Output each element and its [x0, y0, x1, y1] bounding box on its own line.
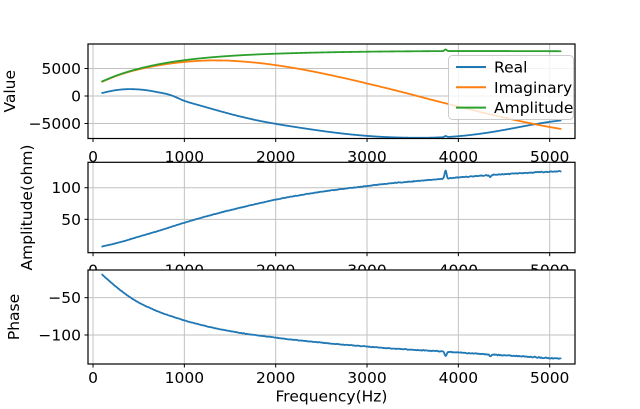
y-axis-label: Value — [1, 70, 19, 113]
axes-frame — [87, 269, 576, 365]
x-tick-label: 2000 — [256, 148, 295, 166]
axes-frame — [87, 161, 576, 254]
y-axis-label: Phase — [5, 294, 23, 340]
axes-frame — [87, 43, 576, 140]
legend-entry-amplitude: Amplitude — [456, 99, 573, 117]
legend: Real Imaginary Amplitude — [448, 55, 574, 120]
series-real-line — [101, 88, 562, 139]
x-tick-label: 3000 — [347, 148, 386, 166]
legend-label: Real — [494, 59, 527, 77]
subplot-3: 0 1000 2000 3000 4000 5000 −50 −100 Phase — [5, 269, 576, 387]
x-axis-label: Frequency(Hz) — [276, 388, 388, 406]
legend-label: Amplitude — [494, 99, 573, 117]
series-amplitude-ohm-line — [101, 169, 562, 248]
x-tick-label: 5000 — [530, 148, 569, 166]
x-tick-label: 4000 — [439, 148, 478, 166]
y-tick-label: 50 — [61, 211, 81, 229]
x-tick-label: 1000 — [165, 148, 204, 166]
legend-label: Imaginary — [494, 79, 572, 97]
x-tick-label: 0 — [88, 369, 98, 387]
axes-background — [87, 270, 576, 364]
y-tick-label: 5000 — [42, 60, 81, 78]
y-tick-label: −100 — [38, 326, 81, 344]
x-tick-label: 3000 — [347, 369, 386, 387]
x-tick-label: 1000 — [165, 369, 204, 387]
x-tick-label: 4000 — [439, 369, 478, 387]
legend-box — [448, 55, 574, 120]
legend-entry-imaginary: Imaginary — [456, 79, 572, 97]
x-tick-label: 2000 — [256, 369, 295, 387]
series-phase-line — [101, 273, 562, 360]
subplot-1: 0 1000 2000 3000 4000 5000 5000 0 −5000 Value Real… — [1, 43, 576, 166]
y-axis-label: Amplitude(ohm) — [18, 145, 36, 271]
y-tick-label: 100 — [51, 179, 81, 197]
legend-entry-real: Real — [456, 59, 527, 77]
x-tick-label: 5000 — [530, 369, 569, 387]
y-tick-label: 0 — [71, 87, 81, 105]
series-amplitude-line — [101, 48, 562, 83]
subplot-2: 0 1000 2000 3000 4000 5000 100 50 Amplitude(ohm) — [18, 145, 576, 279]
axes-background — [87, 162, 576, 253]
y-tick-label: −50 — [48, 289, 81, 307]
y-tick-label: −5000 — [29, 115, 81, 133]
x-tick-label: 0 — [88, 148, 98, 166]
